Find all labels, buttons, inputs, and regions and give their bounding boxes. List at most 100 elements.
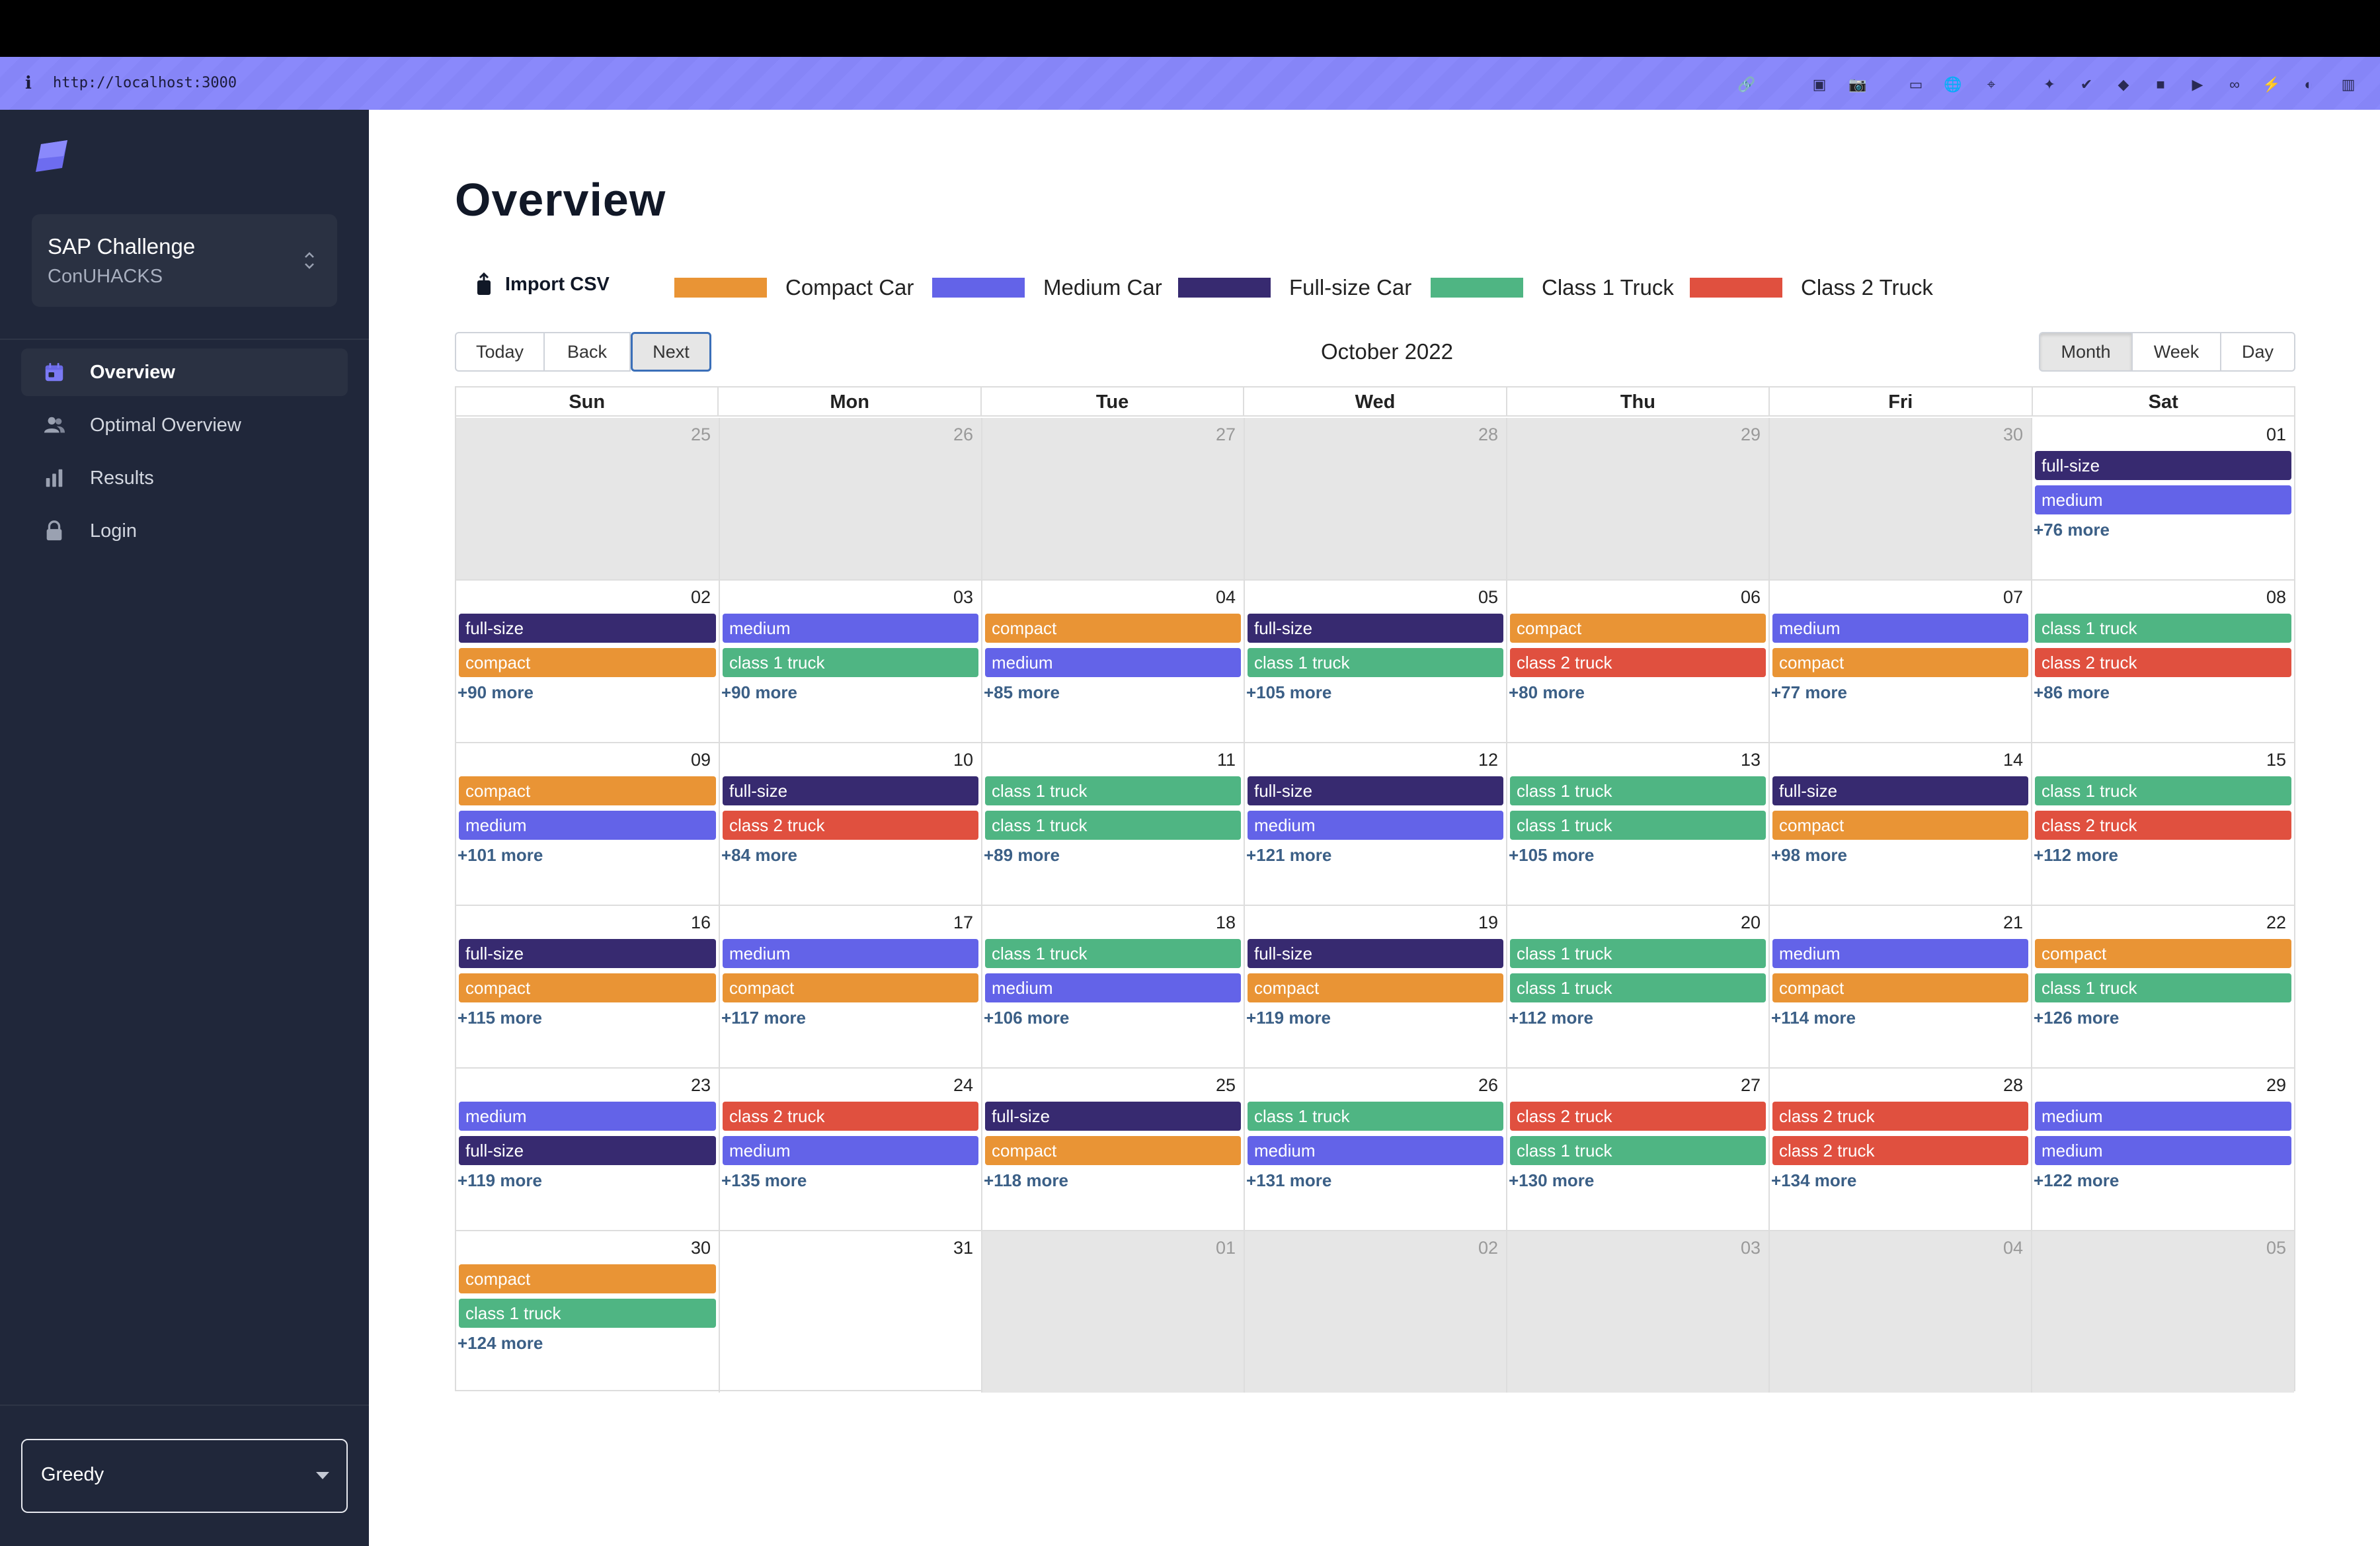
show-more-link[interactable]: +130 more xyxy=(1509,1170,1595,1190)
lightning-icon[interactable]: ⚡ xyxy=(2262,76,2281,93)
gem-icon[interactable]: ◆ xyxy=(2118,76,2129,93)
event-truck2[interactable]: class 2 truck xyxy=(2035,648,2291,677)
day-number[interactable]: 22 xyxy=(2266,913,2286,932)
day-number[interactable]: 20 xyxy=(1740,913,1761,932)
event-fullsize[interactable]: full-size xyxy=(1248,776,1503,805)
day-cell[interactable]: 04 compact medium +85 more xyxy=(981,581,1244,742)
sidebar-item-login[interactable]: Login xyxy=(21,507,348,555)
info-icon[interactable]: i xyxy=(25,73,32,93)
event-truck1[interactable]: class 1 truck xyxy=(1510,776,1766,805)
shield-check-icon[interactable]: ✔ xyxy=(2080,76,2093,93)
event-truck1[interactable]: class 1 truck xyxy=(2035,973,2291,1002)
event-truck1[interactable]: class 1 truck xyxy=(1510,973,1766,1002)
day-number[interactable]: 17 xyxy=(953,913,973,932)
day-number[interactable]: 25 xyxy=(1215,1075,1236,1095)
globe-icon[interactable]: 🌐 xyxy=(1944,76,1962,93)
day-cell[interactable]: 01 full-size medium +76 more xyxy=(2031,418,2294,579)
event-medium[interactable]: medium xyxy=(723,939,978,968)
day-number[interactable]: 30 xyxy=(690,1238,711,1258)
event-medium[interactable]: medium xyxy=(1772,939,2028,968)
day-number[interactable]: 10 xyxy=(953,750,973,770)
show-more-link[interactable]: +119 more xyxy=(1246,1008,1331,1028)
event-fullsize[interactable]: full-size xyxy=(723,776,978,805)
day-cell[interactable]: 16 full-size compact +115 more xyxy=(456,906,719,1067)
event-truck1[interactable]: class 1 truck xyxy=(1510,811,1766,840)
event-truck1[interactable]: class 1 truck xyxy=(2035,614,2291,643)
day-number[interactable]: 05 xyxy=(1478,587,1498,607)
event-medium[interactable]: medium xyxy=(2035,1136,2291,1165)
day-number[interactable]: 26 xyxy=(953,425,973,444)
day-cell[interactable]: 12 full-size medium +121 more xyxy=(1244,743,1506,905)
event-medium[interactable]: medium xyxy=(985,973,1241,1002)
show-more-link[interactable]: +121 more xyxy=(1246,845,1332,865)
day-number[interactable]: 30 xyxy=(2003,425,2023,444)
event-truck1[interactable]: class 1 truck xyxy=(985,776,1241,805)
day-number[interactable]: 28 xyxy=(1478,425,1498,444)
back-button[interactable]: Back xyxy=(543,332,631,372)
event-compact[interactable]: compact xyxy=(2035,939,2291,968)
link-icon[interactable]: 🔗 xyxy=(1737,76,1756,93)
day-cell[interactable]: 24 class 2 truck medium +135 more xyxy=(719,1069,981,1230)
algorithm-select[interactable]: Greedy xyxy=(21,1439,348,1513)
day-cell[interactable]: 30 compact class 1 truck +124 more xyxy=(456,1231,719,1393)
event-truck2[interactable]: class 2 truck xyxy=(1772,1102,2028,1131)
event-truck1[interactable]: class 1 truck xyxy=(459,1299,716,1328)
show-more-link[interactable]: +77 more xyxy=(1771,682,1847,702)
event-compact[interactable]: compact xyxy=(723,973,978,1002)
day-cell[interactable]: 14 full-size compact +98 more xyxy=(1768,743,2031,905)
day-number[interactable]: 27 xyxy=(1740,1075,1761,1095)
show-more-link[interactable]: +117 more xyxy=(721,1008,806,1028)
day-number[interactable]: 18 xyxy=(1215,913,1236,932)
event-truck1[interactable]: class 1 truck xyxy=(1510,1136,1766,1165)
event-compact[interactable]: compact xyxy=(1772,973,2028,1002)
show-more-link[interactable]: +126 more xyxy=(2034,1008,2120,1028)
show-more-link[interactable]: +105 more xyxy=(1246,682,1332,702)
day-cell[interactable]: 13 class 1 truck class 1 truck +105 more xyxy=(1506,743,1768,905)
sidebar-item-optimal-overview[interactable]: Optimal Overview xyxy=(21,401,348,449)
day-cell[interactable]: 26 class 1 truck medium +131 more xyxy=(1244,1069,1506,1230)
day-number[interactable]: 08 xyxy=(2266,587,2286,607)
day-cell[interactable]: 07 medium compact +77 more xyxy=(1768,581,2031,742)
event-medium[interactable]: medium xyxy=(985,648,1241,677)
event-fullsize[interactable]: full-size xyxy=(985,1102,1241,1131)
show-more-link[interactable]: +134 more xyxy=(1771,1170,1857,1190)
event-truck1[interactable]: class 1 truck xyxy=(1510,939,1766,968)
event-compact[interactable]: compact xyxy=(459,973,716,1002)
day-number[interactable]: 02 xyxy=(690,587,711,607)
event-truck2[interactable]: class 2 truck xyxy=(1510,648,1766,677)
event-compact[interactable]: compact xyxy=(1772,811,2028,840)
crosshair-icon[interactable]: ⌖ xyxy=(1987,76,1996,93)
play-icon[interactable]: ▶ xyxy=(2192,76,2203,93)
show-more-link[interactable]: +122 more xyxy=(2034,1170,2120,1190)
event-fullsize[interactable]: full-size xyxy=(1248,939,1503,968)
next-button[interactable]: Next xyxy=(631,332,711,372)
day-cell[interactable]: 26 xyxy=(719,418,981,579)
show-more-link[interactable]: +89 more xyxy=(984,845,1060,865)
show-more-link[interactable]: +101 more xyxy=(457,845,543,865)
day-cell[interactable]: 27 xyxy=(981,418,1244,579)
day-cell[interactable]: 05 xyxy=(2031,1231,2294,1393)
day-cell[interactable]: 25 xyxy=(456,418,719,579)
event-compact[interactable]: compact xyxy=(985,1136,1241,1165)
sidebar-toggle-icon[interactable]: ▥ xyxy=(2341,76,2356,93)
event-compact[interactable]: compact xyxy=(459,1264,716,1293)
event-truck1[interactable]: class 1 truck xyxy=(1248,1102,1503,1131)
event-truck1[interactable]: class 1 truck xyxy=(2035,776,2291,805)
show-more-link[interactable]: +131 more xyxy=(1246,1170,1332,1190)
day-number[interactable]: 14 xyxy=(2003,750,2023,770)
day-cell[interactable]: 09 compact medium +101 more xyxy=(456,743,719,905)
show-more-link[interactable]: +86 more xyxy=(2034,682,2110,702)
day-number[interactable]: 19 xyxy=(1478,913,1498,932)
event-truck1[interactable]: class 1 truck xyxy=(1248,648,1503,677)
show-more-link[interactable]: +105 more xyxy=(1509,845,1595,865)
sidebar-item-results[interactable]: Results xyxy=(21,454,348,502)
event-truck1[interactable]: class 1 truck xyxy=(985,939,1241,968)
event-truck2[interactable]: class 2 truck xyxy=(1772,1136,2028,1165)
event-medium[interactable]: medium xyxy=(723,614,978,643)
workspace-switcher[interactable]: SAP Challenge ConUHACKS xyxy=(32,214,337,307)
day-number[interactable]: 03 xyxy=(953,587,973,607)
today-button[interactable]: Today xyxy=(455,332,545,372)
day-number[interactable]: 29 xyxy=(2266,1075,2286,1095)
day-number[interactable]: 27 xyxy=(1215,425,1236,444)
day-cell[interactable]: 02 xyxy=(1244,1231,1506,1393)
